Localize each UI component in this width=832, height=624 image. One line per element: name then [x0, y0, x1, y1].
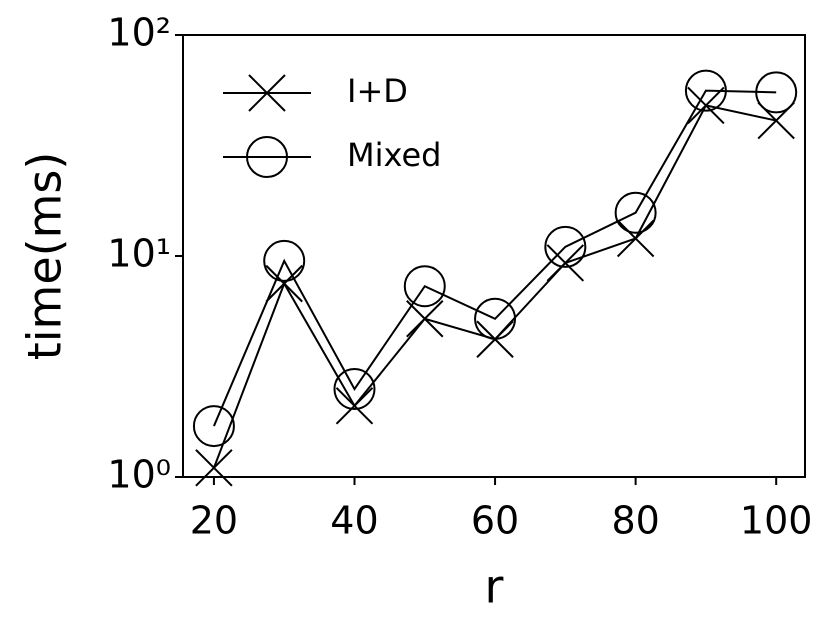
marker	[195, 449, 233, 487]
series-line	[213, 89, 777, 427]
marker	[333, 368, 376, 411]
x-axis-label: r	[485, 560, 504, 614]
legend-label: Mixed	[347, 136, 441, 174]
marker	[614, 191, 657, 234]
marker	[546, 244, 585, 282]
legend-marker	[248, 74, 286, 112]
legend-marker	[246, 136, 288, 178]
marker	[474, 297, 517, 340]
x-tick-label: 80	[611, 499, 659, 543]
y-tick-label: 10²	[107, 11, 171, 55]
x-tick-label: 40	[330, 499, 378, 543]
x-tick-label: 60	[471, 499, 519, 543]
marker	[544, 225, 587, 268]
marker	[616, 219, 655, 258]
marker	[403, 265, 446, 308]
marker	[755, 71, 798, 114]
y-tick-label: 10¹	[107, 232, 171, 276]
marker	[335, 387, 374, 425]
marker	[406, 300, 444, 338]
marker	[687, 86, 725, 125]
y-axis-label: time(ms)	[18, 152, 72, 361]
marker	[684, 69, 727, 112]
marker	[192, 405, 235, 448]
marker	[265, 264, 303, 303]
x-tick-label: 100	[740, 499, 813, 543]
legend-label: I+D	[347, 72, 408, 110]
x-tick-label: 20	[190, 499, 238, 543]
y-tick-label: 10⁰	[107, 453, 171, 497]
marker	[263, 239, 306, 282]
